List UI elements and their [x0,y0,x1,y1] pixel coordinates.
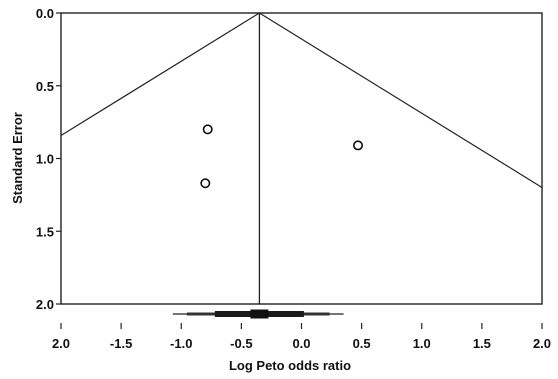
x-axis: 2.0 -1.5 -1.0 -0.5 0.0 0.5 1.0 1.5 2.0 [52,323,551,351]
x-tick-label: 0.0 [292,336,310,351]
x-tick-label: 1.5 [473,336,491,351]
funnel-right-limit [259,12,543,188]
funnel-left-limit [60,12,260,136]
x-tick-label: -1.0 [170,336,192,351]
data-point [353,140,364,151]
y-axis-title: Standard Error [10,112,25,204]
y-tick-label: 0.0 [36,6,54,21]
x-tick-label: 2.0 [533,336,551,351]
plot-frame [60,12,543,305]
x-tick-label: -0.5 [230,336,252,351]
y-tick-label: 1.5 [36,224,54,239]
data-points [200,124,364,189]
funnel-lines [60,12,543,304]
x-axis-title: Log Peto odds ratio [229,358,351,373]
data-point [200,178,211,189]
data-point [202,124,213,135]
y-tick-label: 0.5 [36,79,54,94]
x-tick-label: 1.0 [413,336,431,351]
y-tick-label: 2.0 [36,297,54,312]
x-tick-label: 0.5 [353,336,371,351]
y-tick-label: 1.0 [36,152,54,167]
y-axis: 0.0 0.5 1.0 1.5 2.0 [36,6,61,312]
x-tick-label: -1.5 [110,336,132,351]
pooled-ci-bar [172,309,344,319]
pooled-estimate-marker [250,309,269,319]
x-tick-label: 2.0 [52,336,70,351]
